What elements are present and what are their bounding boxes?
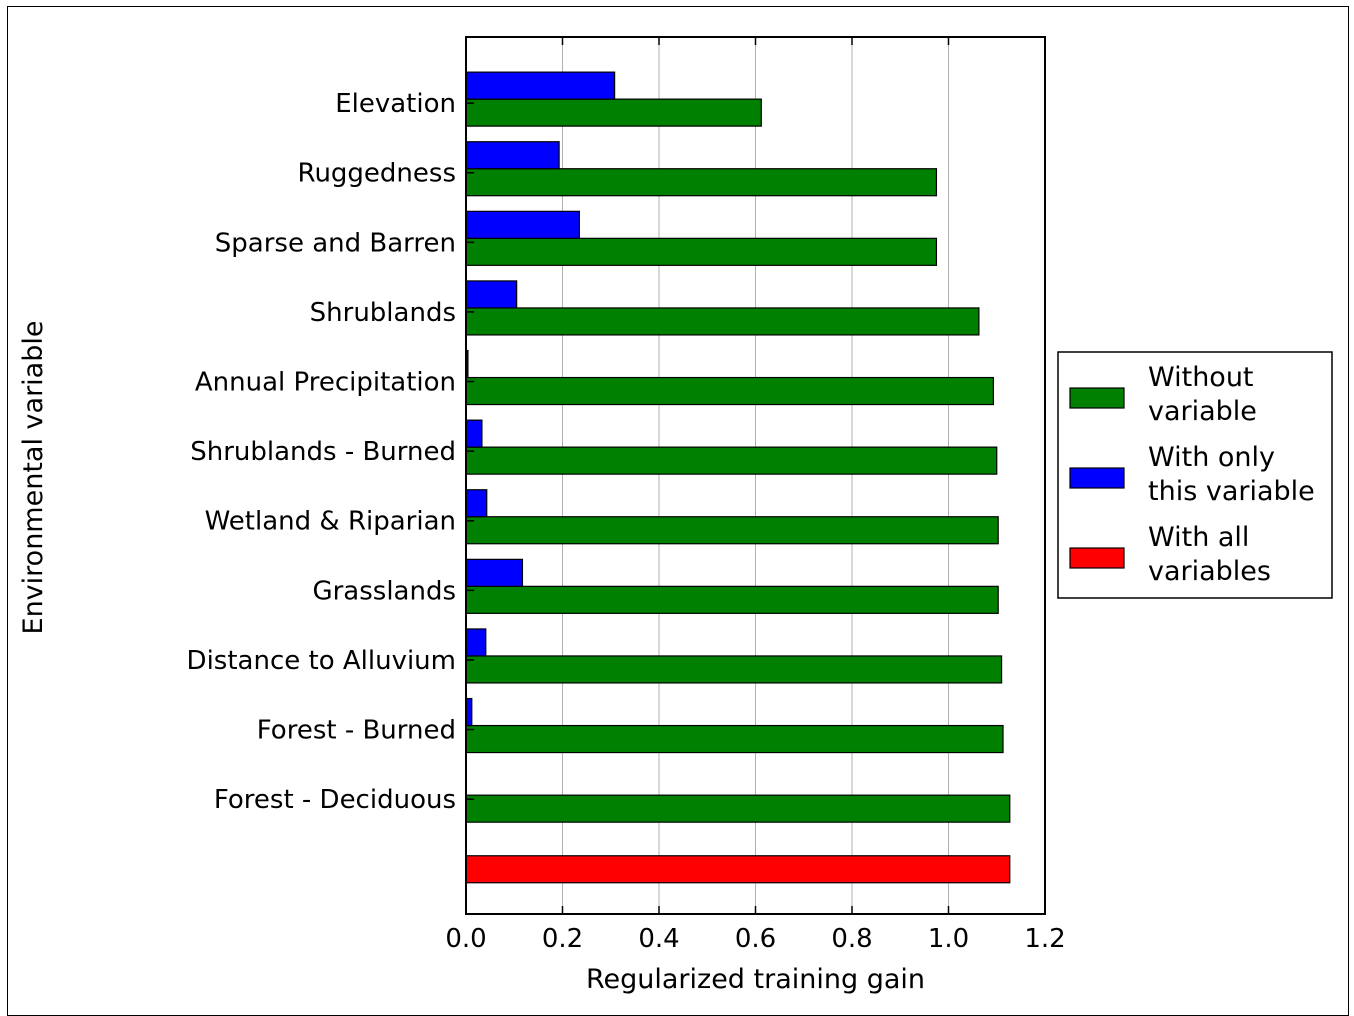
- legend-swatch: [1069, 547, 1125, 569]
- bar-without-variable: [465, 446, 998, 475]
- bar-only-this-variable: [465, 489, 488, 518]
- x-tick-label: 0.2: [542, 924, 583, 954]
- y-tick-label: Ruggedness: [298, 159, 456, 189]
- y-tick-label: Grasslands: [312, 576, 456, 606]
- y-tick-label: Sparse and Barren: [215, 228, 456, 258]
- bar-only-this-variable: [465, 210, 580, 239]
- y-tick-label: Elevation: [335, 89, 456, 119]
- y-tick-label: Distance to Alluvium: [187, 646, 456, 676]
- x-tick-label: 1.2: [1024, 924, 1065, 954]
- y-tick-label: Forest - Deciduous: [214, 785, 456, 815]
- bar-without-variable: [465, 168, 938, 197]
- legend-label: With all: [1148, 522, 1249, 553]
- bar-without-variable: [465, 724, 1004, 754]
- bar-only-this-variable: [465, 419, 483, 448]
- bar-without-variable: [465, 376, 994, 406]
- x-axis-title: Regularized training gain: [586, 964, 925, 995]
- bar-only-this-variable: [465, 141, 560, 170]
- bar-without-variable: [465, 516, 999, 545]
- y-tick-label: Wetland & Riparian: [205, 507, 456, 537]
- bar-without-variable: [465, 237, 938, 266]
- bar-without-variable: [465, 585, 999, 614]
- axis-ticks: 0.0 0.2 0.4 0.6 0.8 1.0 1.2 Elevation Ruggedness…: [187, 37, 1066, 954]
- legend-label: With only: [1148, 442, 1275, 473]
- x-tick-label: 0.4: [638, 924, 679, 954]
- bars: [465, 71, 1011, 884]
- bar-without-variable: [465, 98, 762, 127]
- y-tick-label: Shrublands: [310, 298, 456, 328]
- x-tick-label: 0.0: [445, 924, 486, 954]
- bar-without-variable: [465, 307, 980, 336]
- y-tick-label: Shrublands - Burned: [190, 437, 456, 467]
- bar-only-this-variable: [465, 558, 524, 587]
- legend-label: variables: [1148, 556, 1271, 587]
- bar-without-variable: [465, 794, 1011, 823]
- x-tick-label: 0.6: [735, 924, 776, 954]
- legend-label: this variable: [1148, 476, 1315, 507]
- bar-all-variables: [465, 855, 1011, 884]
- bar-without-variable: [465, 655, 1003, 684]
- x-tick-label: 0.8: [831, 924, 872, 954]
- legend-swatch: [1069, 387, 1125, 409]
- y-tick-label: Annual Precipitation: [195, 368, 456, 398]
- x-tick-label: 1.0: [928, 924, 969, 954]
- legend-swatch: [1069, 467, 1125, 489]
- y-axis-title: Environmental variable: [18, 321, 49, 635]
- bar-only-this-variable: [465, 628, 487, 657]
- bar-only-this-variable: [465, 71, 616, 100]
- legend-label: variable: [1148, 396, 1257, 427]
- y-tick-label: Forest - Burned: [257, 716, 456, 746]
- legend-label: Without: [1148, 362, 1254, 393]
- bar-only-this-variable: [465, 280, 518, 309]
